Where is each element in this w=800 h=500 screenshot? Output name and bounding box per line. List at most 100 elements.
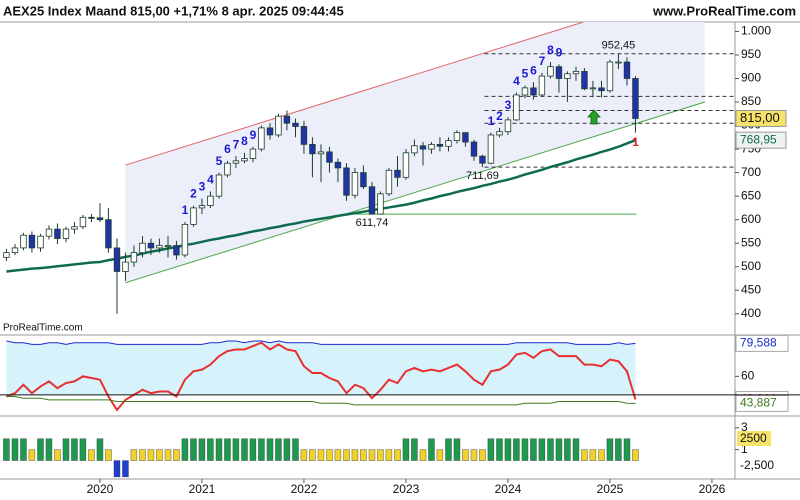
- value-tag-label: 79,588: [740, 336, 777, 350]
- candle-body: [20, 234, 27, 249]
- y-tick-label: 500: [741, 259, 761, 273]
- candle-body: [275, 115, 282, 136]
- candle-body: [113, 247, 121, 272]
- histogram-bar: [62, 438, 70, 461]
- candle-body: [283, 115, 291, 124]
- candle-body: [385, 169, 393, 195]
- candle-body: [530, 87, 537, 96]
- candle-body: [598, 87, 605, 92]
- candle-body: [572, 71, 580, 75]
- histogram-bar: [139, 449, 146, 461]
- candle-body: [258, 127, 265, 150]
- candle-body: [555, 66, 563, 79]
- candle-body: [479, 155, 486, 164]
- candle-body: [309, 143, 316, 155]
- candle-body: [581, 71, 588, 90]
- histogram-bar: [555, 438, 563, 461]
- candle-body: [139, 242, 146, 254]
- candle-body: [173, 245, 180, 256]
- y-tick-label: 3: [741, 420, 748, 434]
- candle-body: [462, 132, 469, 143]
- histogram-bar: [513, 438, 520, 461]
- count-label: 1: [488, 114, 495, 128]
- candle-body: [54, 228, 61, 239]
- value-tag: [735, 394, 789, 412]
- histogram-bar: [436, 449, 444, 461]
- candle-body: [436, 143, 444, 147]
- moving-average: [6, 138, 636, 273]
- histogram-bar: [479, 449, 486, 461]
- histogram-bar: [45, 438, 53, 461]
- candle-body: [606, 61, 614, 92]
- histogram-bar: [572, 438, 580, 461]
- candle-body: [3, 252, 10, 258]
- candle-body: [28, 234, 36, 249]
- histogram-bar: [173, 449, 180, 461]
- candle-body: [130, 252, 138, 263]
- candle-body: [105, 219, 112, 249]
- level-label: 611,74: [356, 217, 389, 229]
- histogram-bar: [521, 438, 529, 461]
- candle-body: [632, 78, 639, 119]
- histogram-bar: [530, 438, 537, 461]
- histogram-bar: [207, 438, 214, 461]
- x-tick-label: 2026: [699, 482, 726, 496]
- price-panel: [3, 22, 735, 314]
- x-tick-label: 2022: [291, 482, 318, 496]
- histogram-bar: [504, 438, 512, 461]
- histogram-bar: [419, 449, 427, 461]
- y-tick-label: 700: [741, 165, 761, 179]
- histogram-bar: [377, 449, 384, 461]
- count-label: 6: [224, 142, 231, 156]
- x-tick-label: 2024: [495, 482, 522, 496]
- side-label: -2,500: [740, 458, 774, 472]
- count-label: 3: [505, 98, 512, 112]
- count-label: 7: [539, 54, 546, 68]
- count-label: 5: [216, 154, 223, 168]
- candle-body: [232, 160, 240, 164]
- candle-body: [615, 61, 622, 64]
- candle-body: [453, 132, 461, 142]
- candle-body: [351, 172, 359, 196]
- histogram-bar: [71, 438, 78, 461]
- band-fill: [6, 341, 636, 395]
- candle-body: [164, 245, 172, 247]
- candle-body: [360, 172, 367, 188]
- candle-body: [79, 216, 87, 228]
- histogram-bar: [360, 449, 367, 461]
- side-label: 2500: [740, 431, 767, 445]
- candle-body: [45, 228, 53, 237]
- candle-body: [215, 174, 223, 197]
- histogram-bar: [623, 438, 631, 461]
- candle-body: [147, 242, 155, 249]
- count-label: 9: [556, 46, 563, 60]
- histogram-bar: [564, 438, 571, 461]
- candle-body: [428, 143, 435, 150]
- histogram-bar: [266, 438, 274, 461]
- candle-body: [241, 158, 248, 162]
- buy-arrow: [587, 109, 601, 125]
- y-tick-label: 450: [741, 282, 761, 296]
- candle-body: [156, 245, 163, 249]
- histogram-bar: [496, 438, 503, 461]
- histogram-bar: [428, 438, 435, 461]
- candle-body: [71, 226, 78, 230]
- candle-body: [317, 151, 325, 155]
- histogram-bar: [3, 438, 10, 461]
- histogram-bar: [300, 449, 308, 461]
- histogram-bar: [11, 438, 19, 461]
- candle-body: [445, 140, 452, 147]
- histogram-bar: [445, 438, 452, 461]
- y-tick-label: 600: [741, 212, 761, 226]
- histogram-bar: [164, 449, 172, 461]
- histogram-bar: [190, 438, 197, 461]
- count-label: 2: [190, 187, 197, 201]
- histogram-bar: [402, 438, 410, 461]
- histogram-bar: [96, 438, 104, 461]
- ma-tag: [735, 131, 787, 149]
- histogram-bar: [215, 438, 223, 461]
- candle-body: [292, 122, 299, 127]
- histogram-bar: [232, 438, 240, 461]
- y-tick-label: 550: [741, 235, 761, 249]
